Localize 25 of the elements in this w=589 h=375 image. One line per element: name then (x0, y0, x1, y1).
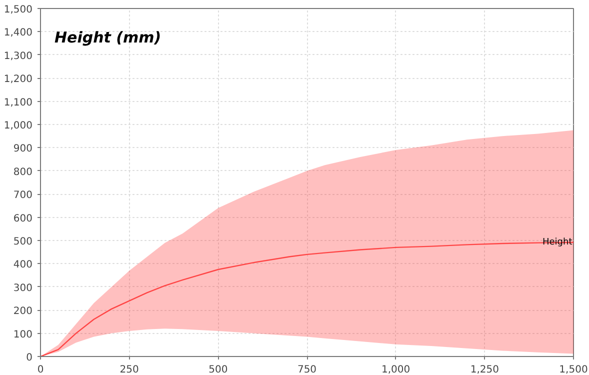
text: Height (mm) (54, 28, 162, 46)
x-tick-label: 1,250 (470, 364, 499, 375)
y-tick-label: 1,400 (4, 28, 33, 39)
x-tick-label: 750 (297, 364, 317, 375)
y-tick-label: 200 (13, 306, 33, 318)
y-tick-label: 500 (13, 236, 33, 248)
y-tick-label: 1,500 (4, 4, 33, 16)
x-tick-label: 1,000 (382, 364, 410, 375)
x-tick-label: 250 (120, 364, 139, 375)
y-tick-label: 700 (13, 190, 33, 202)
y-tick-label: 800 (13, 166, 33, 178)
x-tick-label: 0 (37, 364, 44, 375)
y-tick-label: 100 (13, 329, 33, 340)
y-tick-label: 0 (26, 352, 33, 364)
y-tick-label: 900 (13, 144, 33, 155)
x-tick-label: 1,500 (559, 364, 588, 375)
x-tick-label: 500 (208, 364, 228, 375)
y-tick-label: 600 (13, 213, 33, 224)
y-tick-label: 1,300 (4, 50, 33, 62)
y-tick-label: 1,000 (4, 120, 33, 132)
y-tick-label: 400 (13, 260, 33, 271)
y-tick-label: 300 (13, 282, 33, 294)
series-label: Height (542, 237, 573, 248)
y-tick-label: 1,100 (4, 97, 33, 108)
y-tick-label: 1,200 (4, 74, 33, 86)
